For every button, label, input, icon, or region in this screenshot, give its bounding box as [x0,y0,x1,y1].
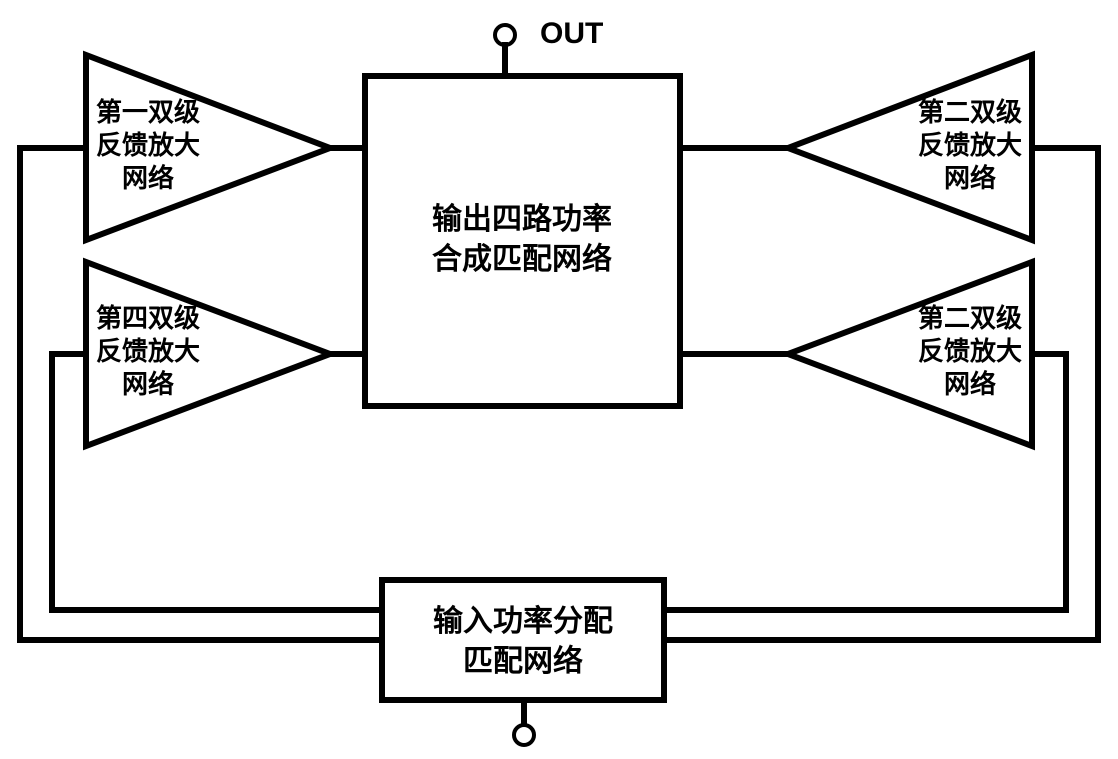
amp-3-triangle-label: 第二双级 [918,303,1022,333]
input-divider-label: 输入功率分配 [433,605,613,638]
amp-4-triangle-label: 第四双级 [96,303,200,333]
amp-3-triangle-label: 网络 [944,369,996,399]
output-combiner-label: 输出四路功率 [432,203,612,236]
amp-2-triangle-label: 网络 [944,163,996,193]
amp-2-triangle-label: 反馈放大 [918,130,1022,160]
amp-1-triangle-label: 网络 [122,163,174,193]
out-label: OUT [540,17,603,50]
amp-2-triangle-label: 第二双级 [918,97,1022,127]
amp-4-triangle-label: 反馈放大 [96,336,200,366]
amp-4-triangle-label: 网络 [122,369,174,399]
amp-1-triangle-label: 第一双级 [96,97,200,127]
output-combiner-label: 合成匹配网络 [432,242,612,276]
output-combiner-box [365,76,680,406]
input-divider-label: 匹配网络 [463,644,583,678]
amp-1-triangle-label: 反馈放大 [96,130,200,160]
amp-3-triangle-label: 反馈放大 [918,336,1022,366]
input-divider-box [382,580,664,700]
input-port [514,725,534,745]
